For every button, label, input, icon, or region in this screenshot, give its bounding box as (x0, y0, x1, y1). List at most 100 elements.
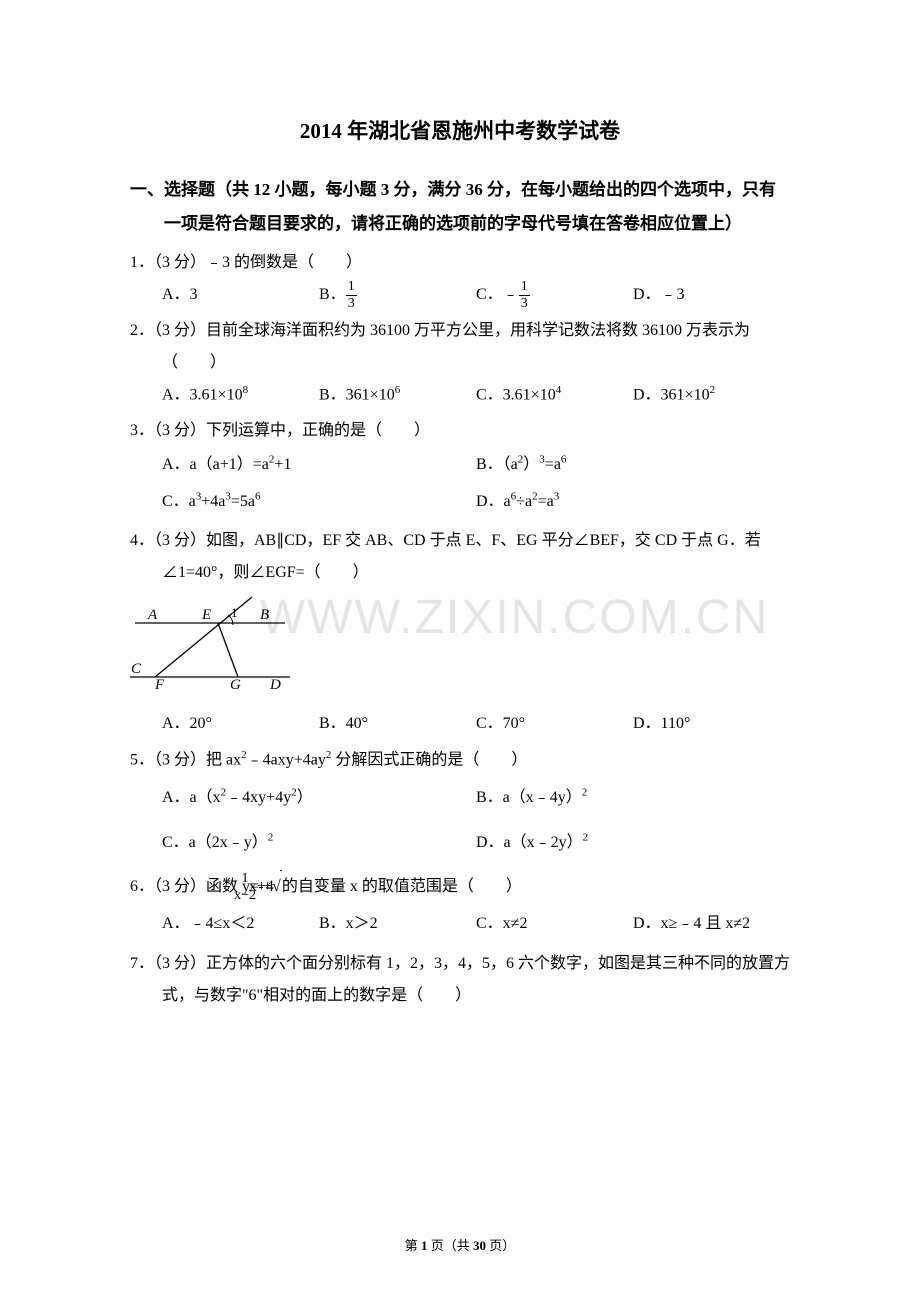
page-content: 2014 年湖北省恩施州中考数学试卷 一、选择题（共 12 小题，每小题 3 分… (130, 115, 790, 1012)
q3-stem: 3．（3 分）下列运算中，正确的是（ ） (130, 415, 790, 447)
q1-stem: 1．（3 分）﹣3 的倒数是（ ） (130, 247, 790, 279)
label-f: F (154, 677, 165, 690)
q6-choices: A．﹣4≤x＜2 B．x＞2 C．x≠2 D．x≥﹣4 且 x≠2 (130, 903, 790, 945)
label-c: C (131, 661, 142, 677)
q5b-s: 2 (582, 787, 588, 799)
q1-choice-a: A．3 (162, 279, 319, 311)
q2d-pre: D．361×10 (633, 386, 710, 403)
q3c-2: +4a (201, 493, 225, 510)
q3-choice-d: D．a6÷a2=a3 (476, 484, 790, 521)
q2a-pre: A．3.61×10 (162, 386, 243, 403)
q3-choice-c: C．a3+4a3=5a6 (162, 484, 476, 521)
q5a-1: A．a（x (162, 789, 221, 806)
q4-choices: A．20° B．40° C．70° D．110° (130, 708, 790, 740)
q5a-2: ﹣4xy+4y (226, 789, 291, 806)
q3c-s3: 6 (255, 491, 261, 503)
q3-choice-b: B．（a2）3=a6 (476, 447, 790, 484)
q3b-3: =a (545, 456, 561, 473)
q4-choice-c: C．70° (476, 708, 633, 740)
q2d-sup: 2 (710, 384, 716, 396)
q6-choice-a: A．﹣4≤x＜2 (162, 903, 319, 945)
q2c-pre: C．3.61×10 (476, 386, 556, 403)
question-7: 7．（3 分）正方体的六个面分别标有 1，2，3，4，5，6 六个数字，如图是其… (130, 948, 790, 1012)
fraction-icon: 13 (519, 280, 530, 311)
page-title: 2014 年湖北省恩施州中考数学试卷 (130, 115, 790, 145)
question-1: 1．（3 分）﹣3 的倒数是（ ） A．3 B．13 C．﹣13 D．﹣3 (130, 247, 790, 311)
q1-choice-c: C．﹣13 (476, 279, 633, 311)
footer-post: 页） (486, 1238, 515, 1253)
q5-stem-3: 分解因式正确的是（ ） (331, 751, 527, 768)
q5b-1: B．a（x﹣4y） (476, 789, 582, 806)
q3d-1: D．a (476, 493, 511, 510)
q3b-1: B．（a (476, 456, 518, 473)
q6-choice-d: D．x≥﹣4 且 x≠2 (633, 903, 790, 945)
footer-mid: 页（共 (427, 1238, 473, 1253)
q3-choices: A．a（a+1）=a2+1 B．（a2）3=a6 C．a3+4a3=5a6 D．… (130, 447, 790, 521)
q5-choices: A．a（x2﹣4xy+4y2） B．a（x﹣4y）2 C．a（2x﹣y）2 D．… (130, 776, 790, 866)
q2-choice-c: C．3.61×104 (476, 379, 633, 411)
q2-choice-a: A．3.61×108 (162, 379, 319, 411)
label-a: A (147, 607, 158, 623)
q3-choice-a: A．a（a+1）=a2+1 (162, 447, 476, 484)
q3a-2: +1 (274, 456, 291, 473)
question-6: 6．（3 分）函数 y=1x−2+√x+4的自变量 x 的取值范围是（ ） A．… (130, 870, 790, 945)
q4-diagram: A E 1 B C F G D (130, 595, 790, 702)
q4-stem: 4．（3 分）如图，AB∥CD，EF 交 AB、CD 于点 E、F、EG 平分∠… (130, 525, 790, 589)
q1-choices: A．3 B．13 C．﹣13 D．﹣3 (130, 279, 790, 311)
q2a-sup: 8 (243, 384, 249, 396)
question-3: 3．（3 分）下列运算中，正确的是（ ） A．a（a+1）=a2+1 B．（a2… (130, 415, 790, 521)
page-footer: 第 1 页（共 30 页） (0, 1235, 920, 1254)
question-4: 4．（3 分）如图，AB∥CD，EF 交 AB、CD 于点 E、F、EG 平分∠… (130, 525, 790, 740)
q4-choice-b: B．40° (319, 708, 476, 740)
footer-total: 30 (473, 1238, 486, 1253)
q4-choice-a: A．20° (162, 708, 319, 740)
q5-choice-b: B．a（x﹣4y）2 (476, 776, 790, 821)
q7-stem: 7．（3 分）正方体的六个面分别标有 1，2，3，4，5，6 六个数字，如图是其… (130, 948, 790, 1012)
q3c-3: =5a (231, 493, 255, 510)
q5a-3: ） (297, 789, 313, 806)
q3c-1: C．a (162, 493, 196, 510)
q3a-1: A．a（a+1）=a (162, 456, 269, 473)
q6-choice-c: C．x≠2 (476, 903, 633, 945)
q3d-3: =a (538, 493, 554, 510)
q5-choice-a: A．a（x2﹣4xy+4y2） (162, 776, 476, 821)
q6-stem: 6．（3 分）函数 y=1x−2+√x+4的自变量 x 的取值范围是（ ） (130, 870, 790, 903)
label-1: 1 (231, 605, 238, 620)
q5-stem-1: 5．（3 分）把 ax (130, 751, 241, 768)
q2b-sup: 6 (395, 384, 401, 396)
q6-choice-b: B．x＞2 (319, 903, 476, 945)
q2c-sup: 4 (556, 384, 562, 396)
q1-choice-d: D．﹣3 (633, 279, 790, 311)
q5-choice-c: C．a（2x﹣y）2 (162, 821, 476, 866)
label-g: G (230, 677, 241, 690)
label-b: B (260, 607, 269, 623)
q3b-s3: 6 (561, 454, 567, 466)
q3d-2: ÷a (516, 493, 532, 510)
question-5: 5．（3 分）把 ax2﹣4axy+4ay2 分解因式正确的是（ ） A．a（x… (130, 744, 790, 866)
q5c-s: 2 (268, 832, 274, 844)
q2-choices: A．3.61×108 B．361×106 C．3.61×104 D．361×10… (130, 379, 790, 411)
section-header: 一、选择题（共 12 小题，每小题 3 分，满分 36 分，在每小题给出的四个选… (130, 173, 790, 241)
q5d-s: 2 (583, 832, 589, 844)
q5c-1: C．a（2x﹣y） (162, 834, 268, 851)
q3d-s3: 3 (554, 491, 560, 503)
q2-stem: 2．（3 分）目前全球海洋面积约为 36100 万平方公里，用科学记数法将数 3… (130, 315, 790, 379)
label-e: E (201, 607, 211, 623)
q1-choice-b: B．13 (319, 279, 476, 311)
label-d: D (269, 677, 281, 690)
q2b-pre: B．361×10 (319, 386, 395, 403)
q6-stem-3: 的自变量 x 的取值范围是（ ） (282, 878, 522, 895)
q5-choice-d: D．a（x﹣2y）2 (476, 821, 790, 866)
q5d-1: D．a（x﹣2y） (476, 834, 583, 851)
q5-stem-2: ﹣4axy+4ay (247, 751, 326, 768)
question-2: 2．（3 分）目前全球海洋面积约为 36100 万平方公里，用科学记数法将数 3… (130, 315, 790, 411)
footer-pre: 第 (405, 1238, 421, 1253)
q5-stem: 5．（3 分）把 ax2﹣4axy+4ay2 分解因式正确的是（ ） (130, 744, 790, 776)
geometry-diagram-icon: A E 1 B C F G D (130, 595, 295, 690)
q4-choice-d: D．110° (633, 708, 790, 740)
fraction-icon: 13 (346, 280, 357, 311)
q2-choice-d: D．361×102 (633, 379, 790, 411)
q1-b-prefix: B． (319, 286, 346, 303)
q1-c-prefix: C．﹣ (476, 286, 519, 303)
q2-choice-b: B．361×106 (319, 379, 476, 411)
